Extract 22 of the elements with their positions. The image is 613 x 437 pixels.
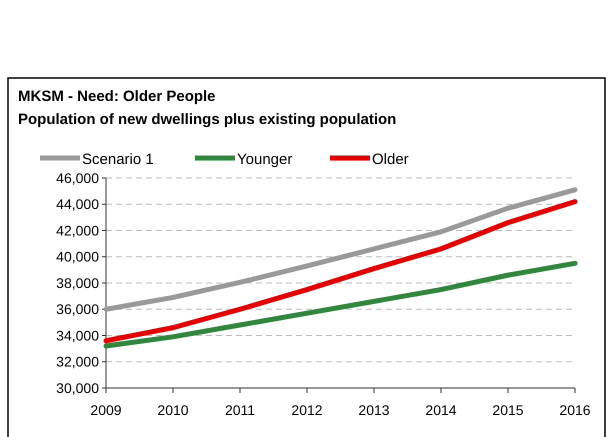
x-tick-label: 2011 (224, 402, 256, 418)
x-tick-label: 2016 (559, 402, 591, 418)
x-tick-label: 2015 (492, 402, 524, 418)
chart-subtitle: Population of new dwellings plus existing population (18, 111, 396, 128)
legend-label: Younger (237, 151, 292, 168)
y-tick-label: 34,000 (56, 327, 100, 344)
legend-label: Scenario 1 (82, 151, 154, 168)
y-tick-label: 44,000 (56, 196, 100, 212)
x-tick-label: 2012 (291, 402, 323, 418)
chart-title: MKSM - Need: Older People (18, 88, 216, 105)
x-tick-label: 2014 (425, 402, 457, 418)
x-tick-label: 2013 (358, 402, 390, 418)
y-tick-label: 42,000 (56, 222, 100, 238)
y-tick-label: 36,000 (56, 301, 100, 318)
y-tick-label: 32,000 (56, 354, 100, 370)
y-tick-label: 38,000 (56, 274, 100, 291)
y-tick-label: 46,000 (56, 170, 100, 186)
y-tick-label: 30,000 (56, 380, 100, 396)
x-tick-label: 2010 (157, 402, 189, 418)
y-tick-label: 40,000 (56, 248, 100, 265)
legend-label: Older (372, 151, 409, 168)
x-tick-label: 2009 (90, 402, 122, 418)
